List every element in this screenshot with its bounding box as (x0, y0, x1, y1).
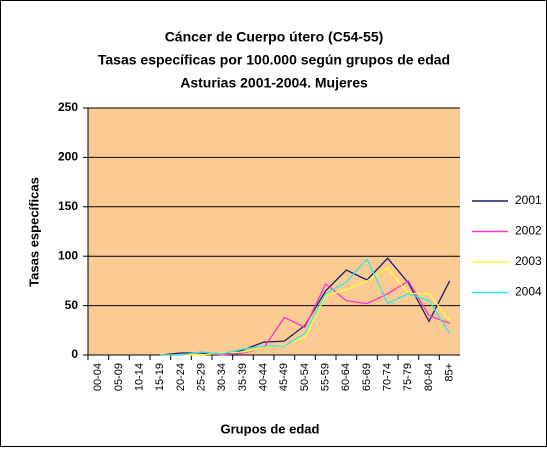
x-axis-label: Grupos de edad (221, 421, 320, 436)
y-tick-label: 200 (58, 150, 78, 164)
chart-title: Tasas específicas por 100.000 según grup… (98, 52, 450, 68)
x-tick-label: 65-69 (361, 363, 373, 391)
x-tick-label: 45-49 (278, 363, 290, 391)
y-tick-label: 100 (58, 248, 78, 262)
x-tick-label: 55-59 (320, 363, 332, 391)
chart-title: Asturias 2001-2004. Mujeres (180, 75, 368, 91)
x-tick-label: 30-34 (216, 363, 228, 391)
x-tick-label: 00-04 (92, 363, 104, 391)
y-tick-label: 0 (71, 347, 78, 361)
x-tick-label: 80-84 (423, 363, 435, 391)
series-line (160, 258, 451, 356)
x-tick-label: 35-39 (237, 363, 249, 391)
y-tick-label: 150 (58, 199, 78, 213)
y-axis-label: Tasas específicas (26, 177, 41, 287)
x-tick-label: 60-64 (340, 363, 352, 391)
x-tick-label: 20-24 (175, 363, 187, 391)
series-line (160, 267, 451, 356)
plot-area (88, 108, 460, 355)
legend-label: 2002 (515, 224, 542, 238)
x-tick-label: 05-09 (113, 363, 125, 391)
chart-title: Cáncer de Cuerpo útero (C54-55) (165, 29, 384, 45)
x-tick-label: 85+ (444, 363, 456, 382)
x-tick-label: 70-74 (382, 363, 394, 391)
y-tick-label: 50 (65, 298, 79, 312)
x-tick-label: 15-19 (154, 363, 166, 391)
series-line (160, 257, 451, 356)
x-tick-label: 10-14 (134, 363, 146, 391)
x-tick-label: 50-54 (299, 363, 311, 391)
x-tick-label: 40-44 (258, 363, 270, 391)
y-tick-label: 250 (58, 100, 78, 114)
legend-label: 2003 (515, 254, 542, 268)
x-tick-label: 75-79 (402, 363, 414, 391)
legend-label: 2004 (515, 285, 542, 299)
legend-label: 2001 (515, 193, 542, 207)
x-tick-label: 25-29 (196, 363, 208, 391)
